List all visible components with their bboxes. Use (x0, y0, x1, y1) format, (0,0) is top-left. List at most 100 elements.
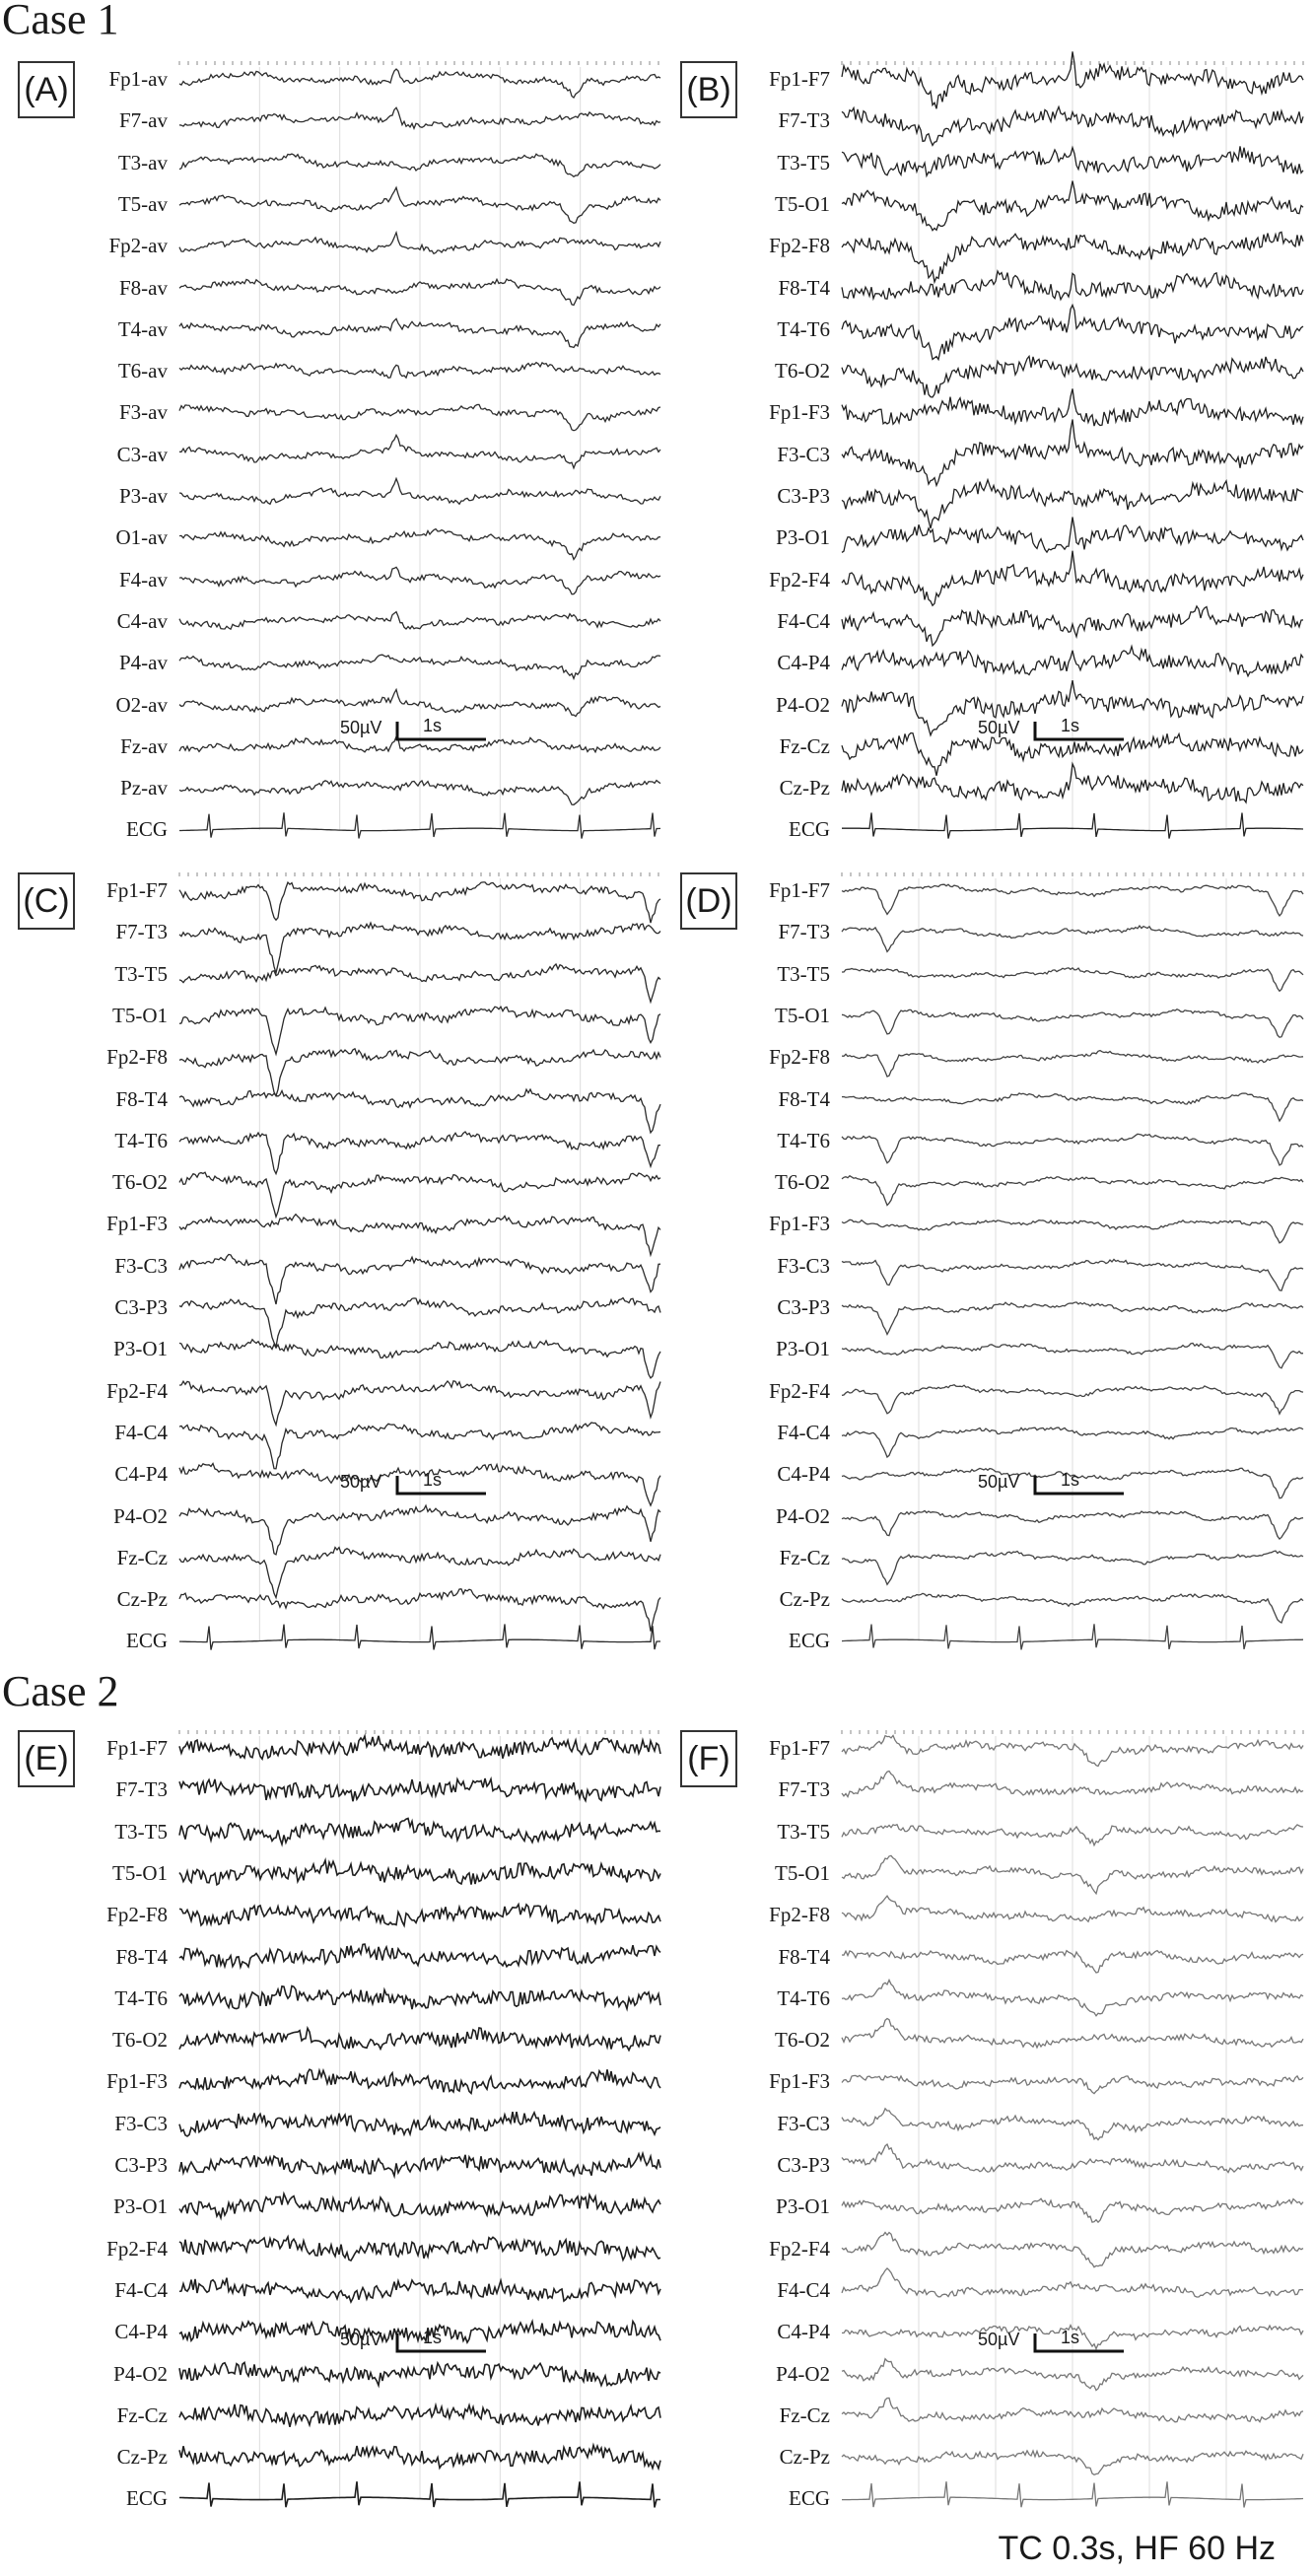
trace-fp2-f8 (841, 1049, 1304, 1078)
time-scale-label: 1s (1061, 716, 1080, 735)
channel-label-f4-c4: F4-C4 (777, 2277, 830, 2302)
panel-letter-c: (C) (18, 872, 75, 930)
channel-label-f3-av: F3-av (119, 400, 168, 425)
trace-fz-cz (841, 731, 1304, 776)
trace-p4-o2 (178, 1503, 661, 1556)
channel-label-fp2-f8: Fp2-F8 (769, 1045, 830, 1070)
trace-t3-av (178, 153, 661, 178)
trace-fp2-av (178, 230, 661, 255)
channel-label-fp1-av: Fp1-av (108, 67, 169, 91)
case-1-title: Case 1 (2, 0, 119, 43)
trace-p4-o2 (841, 679, 1304, 737)
channel-label-f8-t4: F8-T4 (115, 1944, 169, 1969)
channel-label-fp1-f3: Fp1-F3 (769, 2069, 830, 2094)
trace-t5-o1 (841, 180, 1304, 232)
channel-label-t4-t6: T4-T6 (777, 1128, 830, 1152)
trace-f7-t3 (178, 921, 661, 976)
channel-label-p4-o2: P4-O2 (776, 2361, 830, 2386)
trace-t5-o1 (178, 1005, 661, 1057)
channel-label-f7-t3: F7-T3 (778, 108, 831, 133)
time-scale-label: 1s (423, 2328, 443, 2347)
trace-fp2-f4 (841, 550, 1304, 607)
channel-label-fp2-f4: Fp2-F4 (769, 567, 830, 592)
channel-label-t3-t5: T3-T5 (777, 1819, 830, 1844)
eeg-traces-c (178, 872, 661, 1650)
channel-label-c4-p4: C4-P4 (777, 2320, 830, 2344)
channel-label-c4-p4: C4-P4 (777, 651, 830, 675)
channel-label-fz-av: Fz-av (120, 733, 168, 758)
channel-label-t5-o1: T5-O1 (775, 191, 830, 216)
trace-fz-cz (178, 1546, 661, 1600)
channel-label-c3-p3: C3-P3 (777, 2153, 830, 2177)
channel-label-f4-c4: F4-C4 (777, 608, 830, 633)
trace-c4-p4 (841, 1467, 1304, 1499)
amplitude-scale-label: 50µV (978, 718, 1020, 737)
channel-label-t5-o1: T5-O1 (112, 1003, 168, 1027)
trace-pz-av (178, 779, 661, 805)
trace-fz-av (178, 734, 661, 754)
trace-f3-c3 (841, 1258, 1304, 1291)
channel-label-pz-av: Pz-av (120, 776, 168, 801)
trace-f7-t3 (841, 104, 1304, 147)
time-scale-label: 1s (423, 1470, 443, 1490)
channel-label-fp1-f7: Fp1-F7 (106, 1736, 168, 1760)
channel-label-f3-c3: F3-C3 (777, 2111, 830, 2135)
channel-label-p3-o1: P3-O1 (776, 1337, 830, 1361)
channel-label-fp2-f4: Fp2-F4 (106, 2236, 168, 2261)
trace-p4-av (178, 654, 661, 681)
channel-label-ecg: ECG (126, 1629, 168, 1653)
channel-label-t3-t5: T3-T5 (114, 961, 168, 986)
trace-t6-av (178, 361, 661, 380)
trace-fp1-f7 (841, 1734, 1304, 1768)
trace-fp2-f8 (178, 1047, 661, 1098)
trace-t6-o2 (841, 354, 1304, 398)
trace-c3-p3 (841, 477, 1304, 529)
calibration-bar (395, 722, 486, 741)
trace-f4-c4 (178, 1422, 661, 1470)
trace-p3-o1 (841, 1342, 1304, 1369)
calibration-bar (395, 1476, 486, 1496)
channel-label-fp1-f3: Fp1-F3 (106, 1212, 168, 1236)
trace-t6-o2 (841, 2017, 1304, 2050)
trace-t3-t5 (842, 966, 1304, 993)
channel-label-f8-t4: F8-T4 (115, 1086, 169, 1111)
calibration-bar (395, 2333, 486, 2353)
channel-label-fp1-f3: Fp1-F3 (769, 1212, 830, 1236)
channel-label-f8-t4: F8-T4 (778, 275, 831, 300)
trace-t5-av (178, 185, 661, 225)
eeg-traces-b (841, 51, 1304, 839)
channel-label-c3-p3: C3-P3 (777, 484, 830, 508)
channel-label-c4-p4: C4-P4 (114, 2320, 168, 2344)
channel-label-cz-pz: Cz-Pz (779, 776, 830, 801)
trace-f4-c4 (841, 604, 1304, 648)
trace-c4-av (178, 610, 661, 631)
trace-cz-pz (178, 1588, 661, 1632)
trace-f4-c4 (178, 2277, 661, 2305)
calibration-bar (1033, 2333, 1124, 2353)
eeg-panel-b: Fp1-F7 F7-T3 T3-T5 T5-O1 Fp2-F8 F8-T4 T4-T6 T6-… (680, 51, 1311, 850)
channel-label-fp1-f3: Fp1-F3 (769, 400, 830, 425)
time-scale-label: 1s (1061, 2328, 1080, 2347)
channel-label-fp1-f7: Fp1-F7 (106, 878, 168, 902)
channel-label-p3-o1: P3-O1 (113, 1337, 168, 1361)
trace-p3-o1 (178, 1338, 661, 1379)
channel-label-t6-av: T6-av (117, 359, 168, 383)
panel-letter-d: (D) (680, 872, 737, 930)
trace-fp2-f4 (841, 2231, 1304, 2268)
channel-label-t4-t6: T4-T6 (114, 1985, 168, 2010)
trace-f7-t3 (841, 925, 1304, 953)
trace-cz-pz (178, 2442, 661, 2472)
channel-label-p4-o2: P4-O2 (776, 1503, 830, 1528)
trace-fp1-av (178, 68, 661, 99)
eeg-panel-f: Fp1-F7 F7-T3 T3-T5 T5-O1 Fp2-F8 F8-T4 T4-T6 T6-… (680, 1730, 1311, 2519)
channel-label-p4-o2: P4-O2 (113, 2361, 168, 2386)
trace-c4-p4 (841, 2324, 1304, 2351)
channel-label-c3-p3: C3-P3 (114, 2153, 168, 2177)
channel-label-fp2-f8: Fp2-F8 (106, 1903, 168, 1927)
channel-label-t5-o1: T5-O1 (112, 1860, 168, 1885)
channel-label-cz-pz: Cz-Pz (779, 2445, 830, 2470)
channel-label-f7-t3: F7-T3 (778, 920, 831, 944)
trace-fz-cz (178, 2402, 661, 2428)
trace-c4-p4 (178, 1462, 661, 1507)
calibration-bar (1033, 722, 1124, 741)
